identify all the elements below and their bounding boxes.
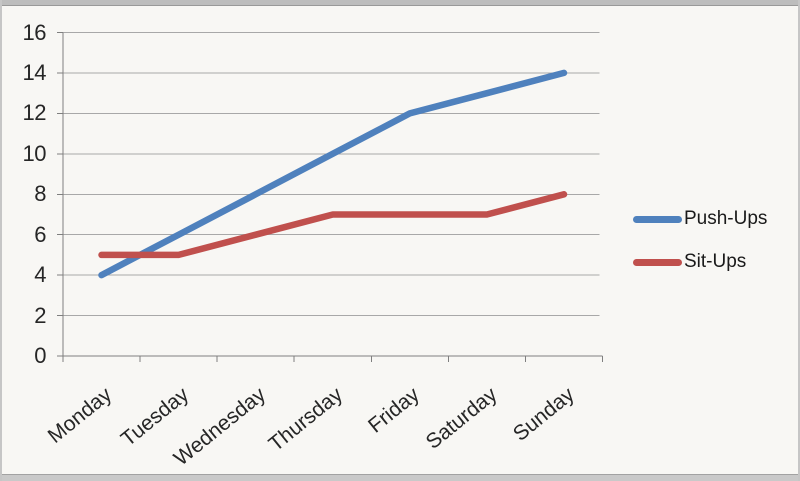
- legend: Push-Ups Sit-Ups: [633, 207, 767, 274]
- y-axis-label: 4: [34, 262, 46, 288]
- y-axis-label: 14: [22, 59, 47, 85]
- legend-swatch-icon: [633, 215, 682, 223]
- bottom-frame-border: [2, 474, 798, 481]
- legend-label: Push-Ups: [684, 208, 768, 229]
- y-axis-label: 10: [22, 140, 47, 166]
- legend-item: Sit-Ups: [633, 250, 767, 274]
- series-line-sit-ups: [98, 191, 568, 259]
- legend-swatch-icon: [633, 258, 682, 266]
- top-frame-border: [2, 0, 798, 6]
- legend-item: Push-Ups: [633, 207, 767, 231]
- legend-label: Sit-Ups: [684, 251, 747, 272]
- y-axis-label: 6: [34, 221, 46, 247]
- y-axis-label: 12: [22, 100, 47, 126]
- y-axis-label: 2: [34, 302, 46, 328]
- series-line-push-ups: [98, 69, 568, 279]
- y-axis-label: 0: [34, 343, 46, 368]
- y-axis-label: 16: [22, 19, 47, 45]
- y-axis-label: 8: [34, 181, 46, 207]
